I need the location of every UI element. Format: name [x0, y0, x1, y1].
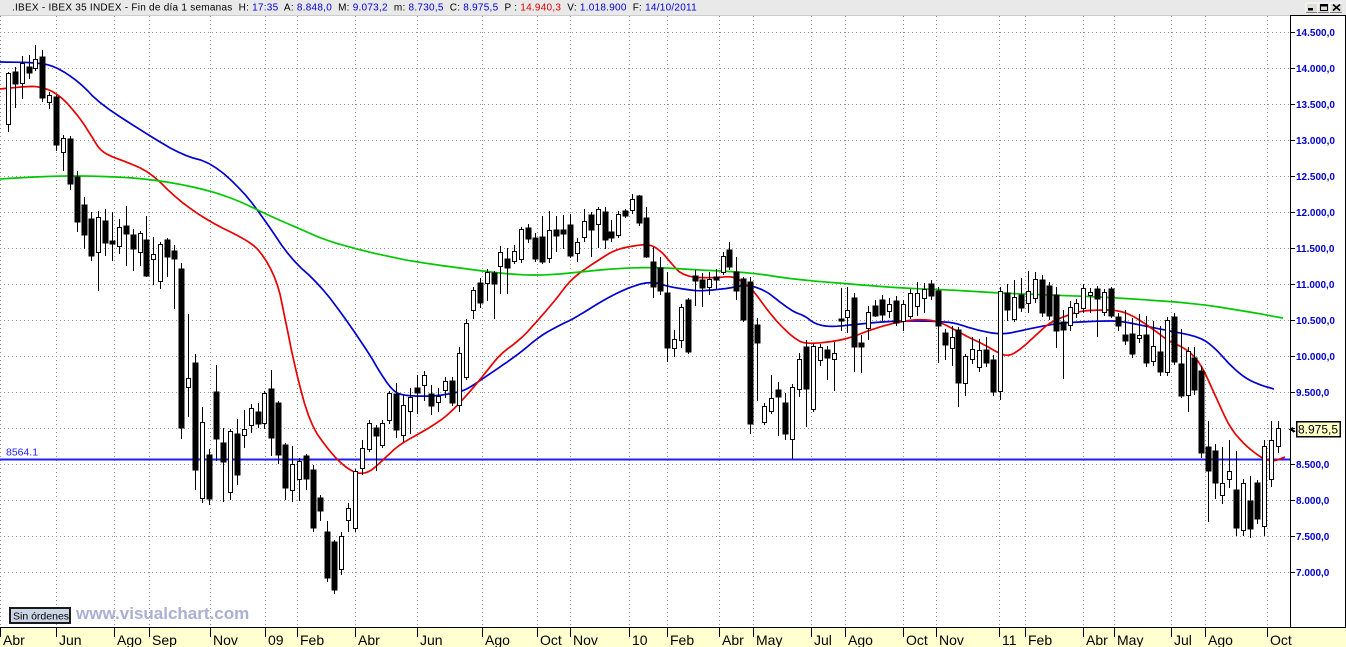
- svg-text:Abr: Abr: [722, 632, 744, 647]
- svg-text:www.visualchart.com: www.visualchart.com: [75, 604, 249, 623]
- svg-text:Abr: Abr: [3, 632, 25, 647]
- svg-text:12.000,0: 12.000,0: [1296, 208, 1335, 219]
- svg-text:Nov: Nov: [939, 632, 964, 647]
- svg-text:Oct: Oct: [1270, 632, 1292, 647]
- svg-text:Abr: Abr: [358, 632, 380, 647]
- svg-text:May: May: [756, 632, 782, 647]
- svg-text:Abr: Abr: [1086, 632, 1108, 647]
- svg-text:Oct: Oct: [906, 632, 928, 647]
- svg-text:9.500,0: 9.500,0: [1296, 388, 1330, 399]
- svg-text:Feb: Feb: [300, 632, 324, 647]
- svg-text:09: 09: [268, 632, 284, 647]
- svg-text:10: 10: [632, 632, 648, 647]
- svg-text:Nov: Nov: [573, 632, 598, 647]
- svg-text:Sin órdenes: Sin órdenes: [13, 611, 69, 623]
- svg-text:Jun: Jun: [420, 632, 443, 647]
- svg-text:11.500,0: 11.500,0: [1296, 244, 1335, 255]
- svg-text:Jul: Jul: [1174, 632, 1192, 647]
- svg-text:Jun: Jun: [59, 632, 82, 647]
- svg-text:Sep: Sep: [152, 632, 177, 647]
- svg-text:14.500,0: 14.500,0: [1296, 28, 1335, 39]
- svg-text:8564.1: 8564.1: [6, 447, 38, 459]
- svg-text:Feb: Feb: [670, 632, 694, 647]
- svg-text:14.000,0: 14.000,0: [1296, 64, 1335, 75]
- svg-text:8.975,5: 8.975,5: [1298, 423, 1338, 437]
- svg-text:10.000,0: 10.000,0: [1296, 352, 1335, 363]
- svg-text:Oct: Oct: [540, 632, 562, 647]
- svg-text:8.000,0: 8.000,0: [1296, 496, 1330, 507]
- svg-text:Ago: Ago: [485, 632, 510, 647]
- svg-text:Feb: Feb: [1028, 632, 1052, 647]
- svg-text:8.500,0: 8.500,0: [1296, 460, 1330, 471]
- svg-text:10.500,0: 10.500,0: [1296, 316, 1335, 327]
- svg-text:Nov: Nov: [213, 632, 238, 647]
- svg-text:Ago: Ago: [848, 632, 873, 647]
- svg-text:May: May: [1117, 632, 1143, 647]
- svg-text:.IBEX - IBEX 35 INDEX - Fin de: .IBEX - IBEX 35 INDEX - Fin de día 1 sem…: [12, 3, 697, 14]
- svg-text:Ago: Ago: [117, 632, 142, 647]
- svg-text:13.000,0: 13.000,0: [1296, 136, 1335, 147]
- svg-text:Ago: Ago: [1208, 632, 1233, 647]
- svg-text:Jul: Jul: [814, 632, 832, 647]
- svg-text:11: 11: [1002, 632, 1017, 647]
- svg-text:7.000,0: 7.000,0: [1296, 568, 1330, 579]
- svg-text:7.500,0: 7.500,0: [1296, 532, 1330, 543]
- svg-text:11.000,0: 11.000,0: [1296, 280, 1335, 291]
- svg-text:12.500,0: 12.500,0: [1296, 172, 1335, 183]
- svg-text:13.500,0: 13.500,0: [1296, 100, 1335, 111]
